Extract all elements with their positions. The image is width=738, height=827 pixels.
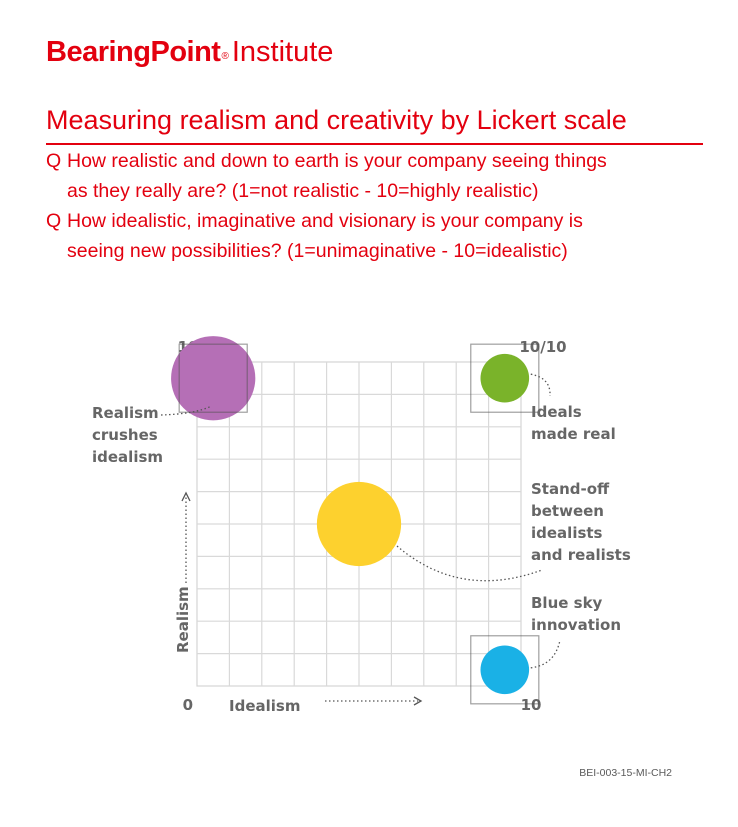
question-1: Q How realistic and down to earth is you…: [46, 146, 607, 206]
data-point-cell-outline: [178, 343, 248, 413]
question-marker: Q: [46, 210, 62, 232]
document-code: BEI-003-15-MI-CH2: [579, 767, 672, 779]
brand-logo: BearingPoint® Institute: [46, 38, 333, 67]
question-1-line-1: How realistic and down to earth is your …: [67, 150, 607, 172]
question-marker: Q: [46, 150, 62, 172]
tick-label-x-max: 10: [521, 696, 542, 714]
registered-mark: ®: [221, 50, 229, 62]
data-point-leader-line: [530, 639, 561, 669]
data-point-label: idealism: [92, 448, 163, 466]
data-point-label: and realists: [531, 546, 631, 564]
data-point-leader-line: [396, 545, 543, 582]
data-point-label: between: [531, 502, 604, 520]
brand-institute: Institute: [231, 36, 334, 68]
data-point-circle: [316, 481, 402, 567]
x-axis-arrowhead: [413, 696, 423, 706]
data-point-circle: [480, 645, 530, 695]
data-point-cell-outline: [470, 635, 540, 705]
data-point-label: Realism: [92, 404, 159, 422]
question-2-line-1: How idealistic, imaginative and visionar…: [67, 210, 583, 232]
data-point-circle: [171, 336, 256, 421]
data-point-leader-line: [160, 405, 212, 416]
data-point-circle: [480, 353, 530, 403]
question-2-line-2: seeing new possibilities? (1=unimaginati…: [67, 240, 568, 262]
data-point-label: crushes: [92, 426, 158, 444]
data-point-label: idealists: [531, 524, 603, 542]
y-axis-arrowhead: [181, 491, 191, 502]
data-point-label: Ideals: [531, 403, 582, 421]
data-point-label: innovation: [531, 616, 621, 634]
y-axis-label: Realism: [174, 586, 192, 653]
x-axis-label: Idealism: [229, 697, 300, 715]
data-point-cell-outline: [470, 343, 540, 413]
data-point-label: made real: [531, 425, 616, 443]
data-point-leader-line: [530, 373, 551, 397]
tick-label-top-right: 10/10: [519, 338, 566, 356]
data-point-label: Blue sky: [531, 594, 603, 612]
question-2: Q How idealistic, imaginative and vision…: [46, 206, 583, 266]
data-point-label: Stand-off: [531, 480, 610, 498]
chart-title: Measuring realism and creativity by Lick…: [46, 105, 627, 135]
brand-name: BearingPoint: [46, 36, 221, 68]
tick-label-origin: 0: [183, 696, 193, 714]
question-1-line-2: as they really are? (1=not realistic - 1…: [67, 180, 539, 202]
title-divider: [46, 143, 703, 145]
